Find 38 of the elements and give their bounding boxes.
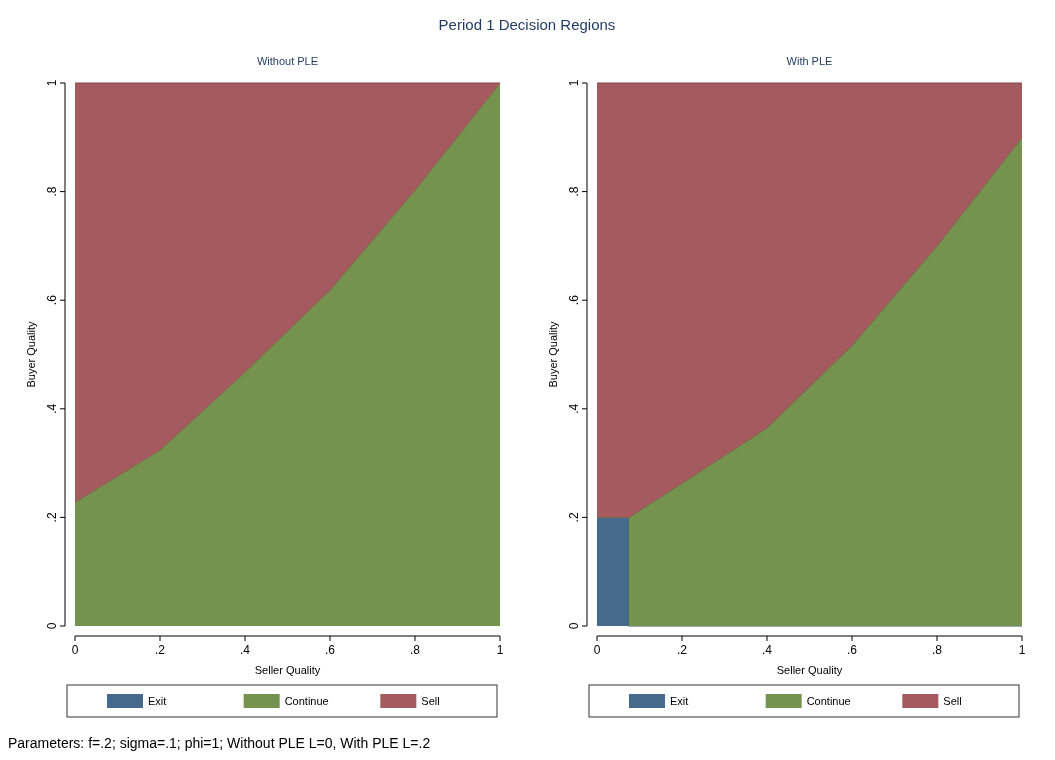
y-tick-label: .4 xyxy=(45,403,59,414)
y-tick-label: .2 xyxy=(45,512,59,523)
x-tick-label: .4 xyxy=(239,643,251,657)
x-tick-label: 0 xyxy=(71,643,79,657)
y-axis-title: Buyer Quality xyxy=(25,320,37,388)
legend-label: Continue xyxy=(284,695,329,707)
y-tick-label: .6 xyxy=(567,294,581,306)
y-tick-label: .6 xyxy=(45,294,59,306)
x-tick-label: 1 xyxy=(496,643,504,657)
y-tick-label: .8 xyxy=(45,186,59,197)
text: Period 1 Decision Regions xyxy=(438,16,616,33)
legend-label: Sell xyxy=(421,695,440,707)
x-tick-label: .6 xyxy=(846,643,858,657)
y-tick-label: 1 xyxy=(567,79,581,87)
x-axis-title: Seller Quality xyxy=(776,664,843,676)
y-tick-label: 0 xyxy=(567,622,581,630)
y-tick-label: 1 xyxy=(45,79,59,87)
y-axis-title: Buyer Quality xyxy=(547,320,559,388)
chart-title: With PLE xyxy=(786,55,833,67)
text: Parameters: f=.2; sigma=.1; phi=1; Without PLE L=0, With PLE L=.2 xyxy=(8,735,431,751)
y-tick-label: .2 xyxy=(567,512,581,523)
y-tick-label: 0 xyxy=(45,622,59,630)
x-tick-label: .8 xyxy=(409,643,421,657)
x-tick-label: .6 xyxy=(324,643,336,657)
x-tick-label: .4 xyxy=(761,643,773,657)
x-tick-label: .2 xyxy=(676,643,688,657)
x-tick-label: 1 xyxy=(1018,643,1026,657)
chart-title: Without PLE xyxy=(256,55,319,67)
legend-label: Exit xyxy=(670,695,689,707)
x-tick-label: .2 xyxy=(154,643,166,657)
x-tick-label: .8 xyxy=(931,643,943,657)
y-tick-label: .4 xyxy=(567,403,581,414)
x-axis-title: Seller Quality xyxy=(254,664,321,676)
y-tick-label: .8 xyxy=(567,186,581,197)
legend-label: Continue xyxy=(806,695,851,707)
legend-label: Sell xyxy=(943,695,962,707)
legend-label: Exit xyxy=(148,695,167,707)
x-tick-label: 0 xyxy=(593,643,601,657)
